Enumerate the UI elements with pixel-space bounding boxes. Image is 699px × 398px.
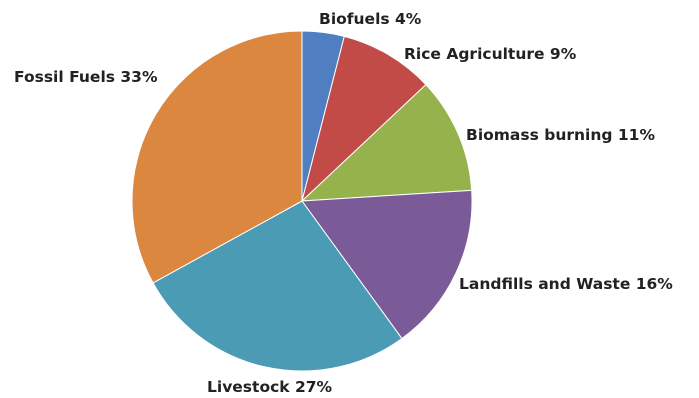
pie-label-landfills-and-waste: Landfills and Waste 16% [459,275,673,293]
pie-slice-rice-agriculture [301,35,427,203]
pie-slices [131,30,473,372]
pie-label-fossil-fuels: Fossil Fuels 33% [14,68,158,86]
pie-slice-livestock [152,200,403,372]
pie-slice-biomass-burning [300,83,473,202]
pie-label-biomass-burning: Biomass burning 11% [466,126,655,144]
pie-label-biofuels: Biofuels 4% [319,10,422,28]
pie-slice-landfills-and-waste [301,189,473,340]
pie-label-livestock: Livestock 27% [207,378,333,396]
pie-label-rice-agriculture: Rice Agriculture 9% [404,45,577,63]
pie-labels: Biofuels 4% Rice Agriculture 9% Biomass bu… [14,10,673,396]
pie-slice-fossil-fuels [131,30,303,284]
